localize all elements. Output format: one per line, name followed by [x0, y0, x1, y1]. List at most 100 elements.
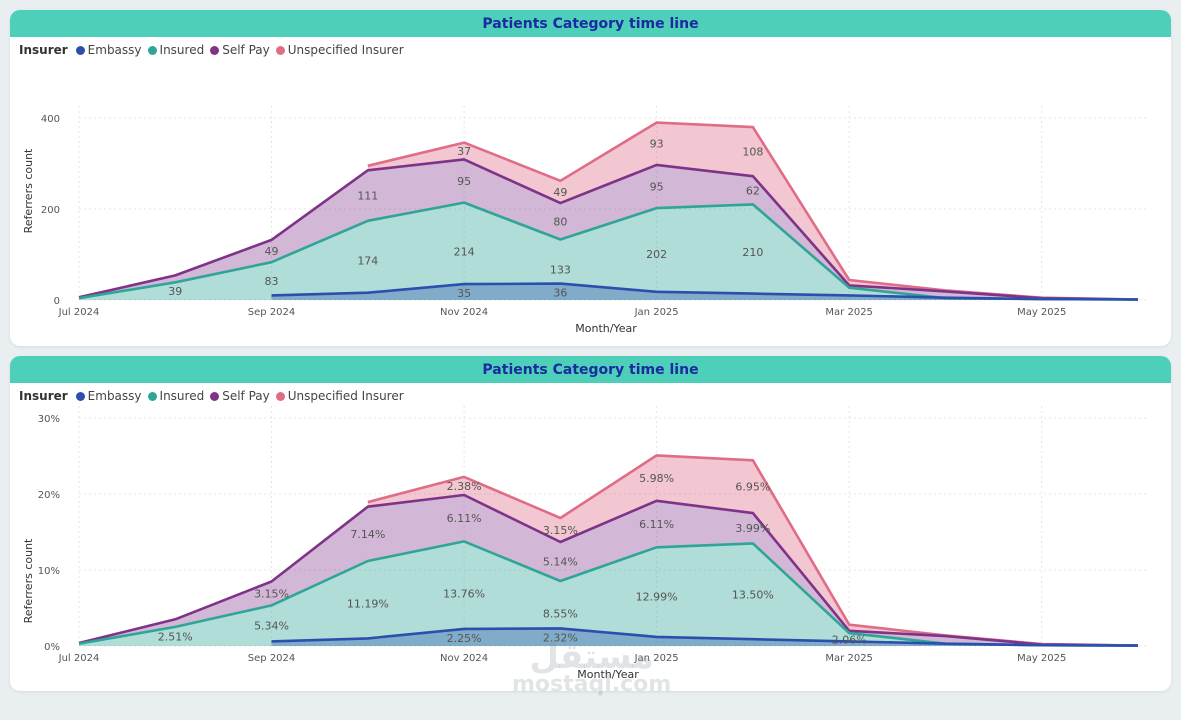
- x-tick-label: Mar 2025: [825, 653, 873, 664]
- legend-label: Self Pay: [222, 389, 270, 403]
- x-axis-title: Month/Year: [575, 322, 637, 335]
- legend-label: Insured: [159, 43, 205, 57]
- legend-item-unspecified[interactable]: Unspecified Insurer: [275, 389, 404, 403]
- y-axis-title: Referrers count: [22, 148, 35, 233]
- x-tick-label: Jul 2024: [58, 307, 100, 318]
- area-insured: [79, 541, 1138, 646]
- area-embassy: [271, 283, 1138, 300]
- data-label-insured: 2.06%: [832, 634, 867, 647]
- area-self-pay: [79, 159, 1138, 300]
- data-label-self-pay: 5.14%: [543, 555, 578, 568]
- data-label-insured: 133: [550, 264, 571, 277]
- watermark-arabic: مستقل: [529, 637, 654, 677]
- data-label-embassy: 36: [553, 287, 567, 300]
- data-label-unspecified-insurer: 49: [553, 186, 567, 199]
- legend-title: Insurer: [19, 43, 68, 57]
- x-tick-label: Jul 2024: [58, 653, 100, 664]
- line-embassy[interactable]: [271, 282, 1139, 301]
- area-chart-count: Referrers count Month/Year 0 200 400 Jul 20…: [22, 106, 1148, 335]
- y-tick-label: 10%: [38, 566, 60, 577]
- data-label-unspecified-insurer: 93: [650, 138, 664, 151]
- legend-label: Embassy: [87, 43, 142, 57]
- legend-item-insured[interactable]: Insured: [147, 389, 204, 403]
- data-label-insured: 210: [742, 246, 763, 259]
- legend-label: Self Pay: [222, 43, 270, 57]
- data-label-self-pay: 95: [457, 175, 471, 188]
- gridlines: [78, 106, 1148, 301]
- legend: Insurer Embassy Insured Self Pay Unspeci…: [19, 43, 410, 57]
- data-label-embassy: 2.25%: [447, 632, 482, 645]
- line-embassy[interactable]: [271, 627, 1139, 647]
- data-label-self-pay: 111: [357, 190, 378, 203]
- panel-header: Patients Category time line: [10, 356, 1171, 383]
- watermark: مستقل mostaql.com: [512, 640, 671, 696]
- legend-label: Unspecified Insurer: [287, 389, 404, 403]
- data-label-insured: 5.34%: [254, 620, 289, 633]
- data-label-self-pay: 7.14%: [350, 528, 385, 541]
- data-label-self-pay: 49: [265, 245, 279, 258]
- data-label-embassy: 2.32%: [543, 631, 578, 644]
- x-tick-label: Mar 2025: [825, 307, 873, 318]
- y-tick-label: 200: [41, 205, 60, 216]
- legend-dot-unspecified: [275, 45, 285, 55]
- legend-item-insured[interactable]: Insured: [147, 43, 205, 57]
- x-tick-label: Sep 2024: [248, 307, 295, 318]
- y-axis-title: Referrers count: [22, 538, 35, 623]
- y-tick-label: 0%: [44, 642, 60, 653]
- legend-item-embassy[interactable]: Embassy: [75, 389, 142, 403]
- data-label-insured: 214: [454, 245, 475, 258]
- x-tick-label: Jan 2025: [634, 653, 679, 664]
- legend-dot-embassy: [75, 391, 85, 401]
- data-label-unspecified-insurer: 6.95%: [735, 481, 770, 494]
- data-label-insured: 12.99%: [636, 591, 678, 604]
- legend-dot-insured: [147, 45, 157, 55]
- legend-dot-self-pay: [210, 391, 220, 401]
- data-label-self-pay: 6.11%: [447, 512, 482, 525]
- y-tick-label: 30%: [38, 414, 60, 425]
- data-label-self-pay: 3.15%: [254, 587, 289, 600]
- data-label-insured: 13.76%: [443, 588, 485, 601]
- data-label-self-pay: 6.11%: [639, 518, 674, 531]
- x-tick-label: May 2025: [1017, 653, 1066, 664]
- legend-item-self-pay[interactable]: Self Pay: [210, 389, 270, 403]
- data-label-unspecified-insurer: 3.15%: [543, 524, 578, 537]
- area-insured: [79, 202, 1138, 300]
- chart-panel-count: Patients Category time line Insurer Emba…: [10, 10, 1171, 346]
- x-axis-title: Month/Year: [577, 668, 639, 681]
- data-label-self-pay: 3.99%: [735, 522, 770, 535]
- data-label-insured: 83: [265, 275, 279, 288]
- legend-item-embassy[interactable]: Embassy: [75, 43, 142, 57]
- area-embassy: [271, 628, 1138, 646]
- x-tick-label: Jan 2025: [634, 307, 679, 318]
- data-label-self-pay: 80: [553, 215, 567, 228]
- data-label-unspecified-insurer: 37: [457, 145, 471, 158]
- x-tick-label: May 2025: [1017, 307, 1066, 318]
- area-unspecified-insurer: [367, 122, 1138, 300]
- x-tick-label: Sep 2024: [248, 653, 295, 664]
- data-label-unspecified-insurer: 5.98%: [639, 472, 674, 485]
- line-self-pay[interactable]: [78, 493, 1139, 647]
- data-label-insured: 11.19%: [347, 597, 389, 610]
- data-label-embassy: 35: [457, 287, 471, 300]
- legend-item-self-pay[interactable]: Self Pay: [210, 43, 270, 57]
- chart-title: Patients Category time line: [482, 15, 699, 32]
- y-tick-label: 0: [54, 296, 60, 307]
- line-self-pay[interactable]: [78, 158, 1139, 301]
- legend-item-unspecified[interactable]: Unspecified Insurer: [275, 43, 404, 57]
- y-tick-label: 20%: [38, 490, 60, 501]
- gridlines: [78, 406, 1148, 647]
- data-label-self-pay: 95: [650, 180, 664, 193]
- y-tick-label: 400: [41, 114, 60, 125]
- data-label-insured: 39: [168, 285, 182, 298]
- watermark-latin: mostaql.com: [512, 672, 672, 697]
- legend-label: Embassy: [87, 389, 142, 403]
- area-chart-percent: Referrers count Month/Year 0% 10% 20% 30% Ju…: [22, 406, 1148, 681]
- legend-title: Insurer: [19, 389, 68, 403]
- data-label-unspecified-insurer: 108: [742, 146, 763, 159]
- legend-dot-unspecified: [275, 391, 285, 401]
- data-label-insured: 174: [357, 254, 378, 267]
- x-tick-label: Nov 2024: [440, 307, 488, 318]
- data-label-unspecified-insurer: 2.38%: [447, 480, 482, 493]
- data-label-insured: 13.50%: [732, 589, 774, 602]
- legend: Insurer Embassy Insured Self Pay Unspeci…: [19, 389, 410, 403]
